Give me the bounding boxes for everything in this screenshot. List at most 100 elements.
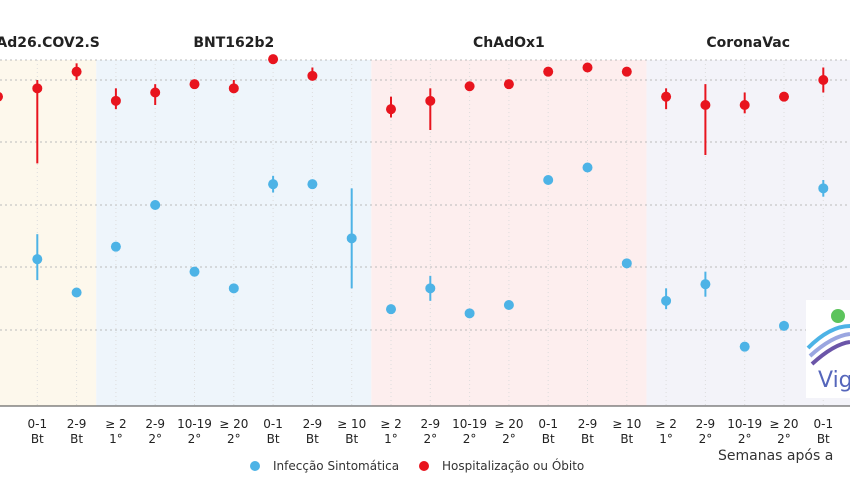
vaccine-title-1: BNT162b2 xyxy=(193,35,274,51)
tick-label-8-b: Bt xyxy=(306,432,319,446)
tick-label-18-a: 2-9 xyxy=(696,417,716,431)
tick-label-10-b: 1° xyxy=(384,432,398,446)
tick-label-20-b: 2° xyxy=(777,432,791,446)
logo-text: Vig xyxy=(818,368,850,393)
tick-label-4-b: 2° xyxy=(148,432,162,446)
infection-point-4 xyxy=(150,200,161,210)
vaccine-title-0: Ad26.COV2.S xyxy=(0,35,100,51)
infection-point-5 xyxy=(189,266,200,277)
hospitalization-point-12 xyxy=(464,81,475,92)
infection-point-12 xyxy=(464,308,475,319)
legend: Infecção Sintomática Hospitalização ou Ó… xyxy=(250,458,584,473)
hospitalization-point-5 xyxy=(189,79,200,90)
tick-label-16-b: Bt xyxy=(620,432,633,446)
vaccine-title-3: CoronaVac xyxy=(706,35,790,51)
hospitalization-point-13 xyxy=(503,79,514,90)
tick-label-10-a: ≥ 2 xyxy=(380,417,402,431)
tick-label-21-a: 0-1 xyxy=(813,417,833,431)
tick-label-5-b: 2° xyxy=(188,432,202,446)
band-0 xyxy=(0,60,97,406)
tick-label-18-b: 2° xyxy=(699,432,713,446)
hospitalization-point-20 xyxy=(779,91,789,102)
hospitalization-point-1 xyxy=(32,83,43,94)
tick-label-19-b: 2° xyxy=(738,432,752,446)
hospitalization-point-14 xyxy=(543,66,554,77)
tick-label-1-a: 0-1 xyxy=(27,417,47,431)
hospitalization-point-10 xyxy=(386,104,396,115)
logo-dot-icon xyxy=(831,309,845,323)
infection-point-14 xyxy=(543,175,554,185)
tick-label-7-b: Bt xyxy=(267,432,280,446)
tick-label-20-a: ≥ 20 xyxy=(769,417,798,431)
tick-label-9-b: Bt xyxy=(345,432,358,446)
infection-point-21 xyxy=(818,183,829,194)
hospitalization-point-6 xyxy=(228,83,239,94)
tick-label-11-a: 2-9 xyxy=(420,417,440,431)
hospitalization-point-19 xyxy=(739,100,750,110)
vaccine-bands xyxy=(0,60,850,406)
tick-label-11-b: 2° xyxy=(423,432,437,446)
hospitalization-point-2 xyxy=(71,66,82,77)
tick-label-13-a: ≥ 20 xyxy=(494,417,523,431)
infection-point-20 xyxy=(779,320,789,331)
tick-label-2-b: Bt xyxy=(70,432,83,446)
tick-label-3-a: ≥ 2 xyxy=(105,417,127,431)
infection-point-9 xyxy=(346,233,357,244)
hospitalization-point-15 xyxy=(582,62,593,73)
tick-label-21-b: Bt xyxy=(817,432,830,446)
tick-label-3-b: 1° xyxy=(109,432,123,446)
infection-point-7 xyxy=(268,179,279,190)
infection-point-8 xyxy=(307,179,318,190)
legend-infection-label: Infecção Sintomática xyxy=(273,459,399,473)
hospitalization-point-18 xyxy=(700,100,711,110)
tick-label-19-a: 10-19 xyxy=(727,417,762,431)
infection-point-2 xyxy=(71,287,82,298)
hospitalization-point-0 xyxy=(0,92,3,102)
tick-label-6-b: 2° xyxy=(227,432,241,446)
tick-label-17-a: ≥ 2 xyxy=(655,417,677,431)
hospitalization-point-4 xyxy=(150,87,161,98)
tick-label-14-a: 0-1 xyxy=(538,417,558,431)
vaccine-titles: Ad26.COV2.S BNT162b2 ChAdOx1 CoronaVac xyxy=(0,35,790,51)
grid-lines xyxy=(0,59,850,406)
legend-hospitalization-marker xyxy=(419,461,429,471)
tick-label-7-a: 0-1 xyxy=(263,417,283,431)
logo: Vig xyxy=(806,300,850,398)
tick-label-12-a: 10-19 xyxy=(452,417,487,431)
tick-label-12-b: 2° xyxy=(463,432,477,446)
legend-hospitalization-label: Hospitalização ou Óbito xyxy=(442,458,584,473)
infection-point-16 xyxy=(621,258,632,269)
infection-point-6 xyxy=(228,283,239,294)
tick-label-2-a: 2-9 xyxy=(67,417,87,431)
x-axis-title: Semanas após a xyxy=(718,448,833,464)
tick-label-15-b: Bt xyxy=(581,432,594,446)
vaccine-title-2: ChAdOx1 xyxy=(473,35,545,51)
hospitalization-point-21 xyxy=(818,75,829,85)
tick-label-13-b: 2° xyxy=(502,432,516,446)
tick-label-16-a: ≥ 10 xyxy=(612,417,641,431)
legend-infection-marker xyxy=(250,461,260,471)
infection-point-18 xyxy=(700,279,711,290)
tick-label-17-b: 1° xyxy=(659,432,673,446)
hospitalization-point-11 xyxy=(425,95,436,106)
infection-point-11 xyxy=(425,283,436,294)
infection-point-1 xyxy=(32,254,43,265)
tick-label-9-a: ≥ 10 xyxy=(337,417,366,431)
hospitalization-point-3 xyxy=(110,95,121,106)
infection-point-13 xyxy=(503,300,514,310)
infection-point-3 xyxy=(110,241,121,252)
hospitalization-point-16 xyxy=(621,66,632,77)
hospitalization-point-8 xyxy=(307,70,318,81)
tick-label-1-b: Bt xyxy=(31,432,44,446)
hospitalization-point-7 xyxy=(268,54,279,65)
tick-label-4-a: 2-9 xyxy=(145,417,165,431)
data-points xyxy=(0,54,829,352)
tick-label-14-b: Bt xyxy=(542,432,555,446)
infection-point-15 xyxy=(582,162,593,173)
infection-point-17 xyxy=(661,295,672,306)
tick-label-8-a: 2-9 xyxy=(303,417,323,431)
infection-point-19 xyxy=(739,341,750,352)
tick-label-5-a: 10-19 xyxy=(177,417,212,431)
